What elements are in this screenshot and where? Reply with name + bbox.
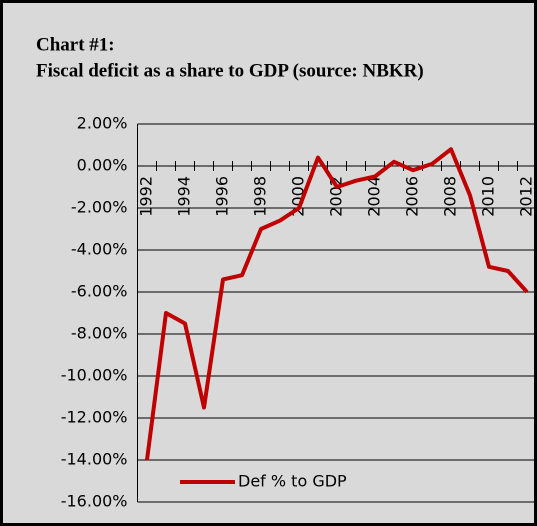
- y-tick-label: -14.00%: [61, 450, 128, 469]
- x-tick-label: 2006: [403, 176, 422, 217]
- line: [145, 147, 529, 461]
- y-tick-label: 2.00%: [77, 114, 128, 133]
- chart-title: Chart #1:: [36, 34, 115, 55]
- x-tick-label: 2008: [441, 176, 460, 217]
- x-tick-label: 2012: [517, 176, 536, 217]
- y-tick-label: -6.00%: [71, 282, 128, 301]
- y-tick-label: -2.00%: [71, 198, 128, 217]
- y-tick-label: -10.00%: [61, 366, 128, 385]
- x-tick-label: 1998: [251, 176, 270, 217]
- x-tick-label: 2010: [479, 176, 498, 217]
- x-tick-label: 2004: [365, 176, 384, 217]
- y-tick-label: 0.00%: [77, 156, 128, 175]
- legend-label: Def % to GDP: [238, 472, 347, 491]
- y-tick-label: -16.00%: [61, 492, 128, 511]
- y-tick-label: -8.00%: [71, 324, 128, 343]
- x-tick-label: 2000: [289, 176, 308, 217]
- chart-subtitle: Fiscal deficit as a share to GDP (source…: [36, 60, 424, 81]
- y-tick-label: -12.00%: [61, 408, 128, 427]
- x-tick-label: 1994: [175, 176, 194, 217]
- x-tick-label: 1996: [213, 176, 232, 217]
- y-tick-label: -4.00%: [71, 240, 128, 259]
- x-tick-label: 1992: [137, 176, 156, 217]
